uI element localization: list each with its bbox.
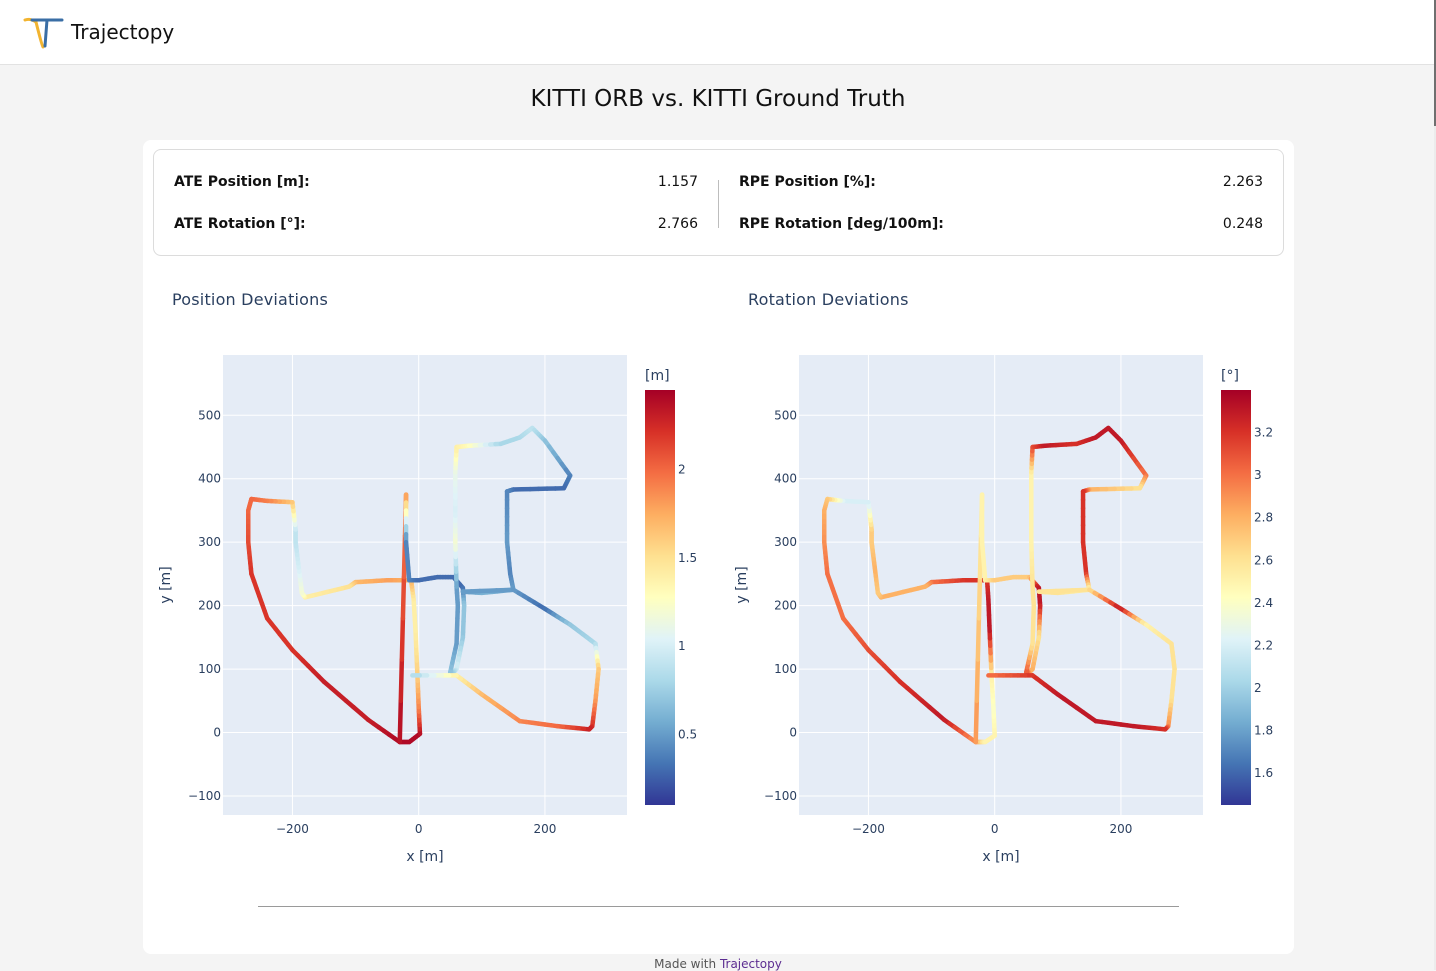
colorbar-tick-label: 1.8 <box>1254 724 1273 738</box>
rpe-rotation-value: 0.248 <box>1160 216 1263 232</box>
y-tick-label: 100 <box>774 662 797 676</box>
trajectory-segment <box>979 577 980 618</box>
y-axis-label: y [m] <box>158 566 174 603</box>
colorbar-tick-label: 2.8 <box>1254 511 1273 525</box>
rpe-position-label: RPE Position [%]: <box>739 174 876 190</box>
colorbar-tick-label: 1 <box>678 639 686 653</box>
x-tick-label: −200 <box>852 822 885 836</box>
y-tick-label: 400 <box>774 472 797 486</box>
colorbar-title: [m] <box>645 368 670 384</box>
ate-position-label: ATE Position [m]: <box>174 174 310 190</box>
x-tick-label: −200 <box>276 822 309 836</box>
rpe-position-value: 2.263 <box>1160 174 1263 190</box>
position-plot-title: Position Deviations <box>172 290 328 309</box>
y-tick-label: −100 <box>188 789 221 803</box>
colorbar-tick-label: 0.5 <box>678 727 697 741</box>
footer: Made with Trajectopy <box>0 957 1436 971</box>
trajectory-segment <box>976 701 977 742</box>
trajectory-segment <box>402 618 403 659</box>
y-tick-label: −100 <box>764 789 797 803</box>
x-axis-label: x [m] <box>982 849 1019 865</box>
top-navbar: Trajectopy <box>0 0 1434 65</box>
y-tick-label: 500 <box>198 408 221 422</box>
ate-rotation-value: 2.766 <box>600 216 698 232</box>
colorbar-tick-label: 2.2 <box>1254 638 1273 652</box>
x-tick-label: 200 <box>533 822 556 836</box>
x-axis-label: x [m] <box>406 849 443 865</box>
trajectory-segment <box>401 660 402 701</box>
page-title: KITTI ORB vs. KITTI Ground Truth <box>0 86 1436 112</box>
y-tick-label: 200 <box>774 599 797 613</box>
colorbar-title: [°] <box>1221 368 1239 384</box>
y-tick-label: 200 <box>198 599 221 613</box>
colorbar-tick-label: 2 <box>678 462 686 476</box>
colorbar-tick-label: 3 <box>1254 468 1262 482</box>
app-name[interactable]: Trajectopy <box>71 20 174 44</box>
y-tick-label: 300 <box>198 535 221 549</box>
x-tick-label: 200 <box>1109 822 1132 836</box>
y-tick-label: 500 <box>774 408 797 422</box>
y-tick-label: 0 <box>789 726 797 740</box>
rotation-plot-title: Rotation Deviations <box>748 290 909 309</box>
footer-prefix: Made with <box>654 957 716 971</box>
y-tick-label: 300 <box>774 535 797 549</box>
position-deviation-plot[interactable]: −200 0 200 −100 0 100 200 300 400 500 x [m] y [m] [m… <box>150 340 710 880</box>
ate-rotation-label: ATE Rotation [°]: <box>174 216 306 232</box>
plot-area <box>223 355 627 815</box>
colorbar-tick-label: 1.5 <box>678 551 697 565</box>
y-tick-label: 100 <box>198 662 221 676</box>
y-tick-label: 0 <box>213 726 221 740</box>
y-tick-label: 400 <box>198 472 221 486</box>
y-axis-label: y [m] <box>734 566 750 603</box>
trajectory-segment <box>403 577 404 618</box>
colorbar-tick-label: 2.6 <box>1254 553 1273 567</box>
colorbar-tick-label: 1.6 <box>1254 766 1273 780</box>
footer-link[interactable]: Trajectopy <box>720 957 782 971</box>
colorbar <box>645 390 675 805</box>
trajectory-segment <box>978 618 979 659</box>
trajectory-segment <box>400 701 401 742</box>
plot-area <box>799 355 1203 815</box>
colorbar <box>1221 390 1251 805</box>
x-tick-label: 0 <box>991 822 999 836</box>
rotation-deviation-plot[interactable]: −200 0 200 −100 0 100 200 300 400 500 x [m] y [m] [°… <box>726 340 1286 880</box>
trajectory-segment <box>977 660 978 701</box>
trajectopy-logo-icon[interactable] <box>22 16 64 50</box>
x-tick-label: 0 <box>415 822 423 836</box>
colorbar-tick-label: 2 <box>1254 681 1262 695</box>
section-divider <box>258 906 1179 907</box>
metrics-divider <box>718 180 719 228</box>
colorbar-tick-label: 3.2 <box>1254 426 1273 440</box>
ate-position-value: 1.157 <box>600 174 698 190</box>
colorbar-tick-label: 2.4 <box>1254 596 1273 610</box>
rpe-rotation-label: RPE Rotation [deg/100m]: <box>739 216 944 232</box>
